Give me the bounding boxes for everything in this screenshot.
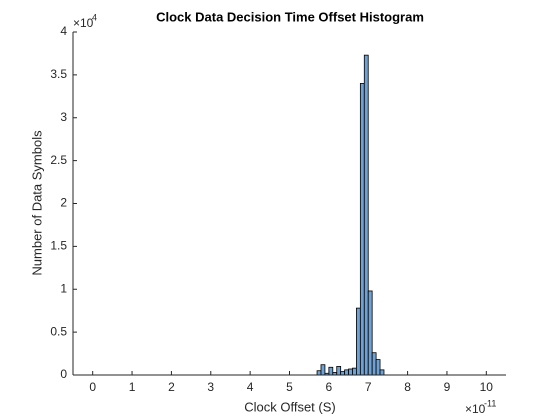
y-tick-label: 0: [60, 367, 67, 381]
bar: [379, 369, 385, 376]
bar: [371, 352, 377, 376]
y-tick-label: 3.5: [50, 67, 67, 81]
y-tick-label: 2.5: [50, 153, 67, 167]
y-exponent-power: 4: [92, 12, 97, 22]
bar: [336, 366, 342, 376]
x-tick-label: 1: [129, 380, 136, 394]
chart-title: Clock Data Decision Time Offset Histogra…: [156, 9, 424, 24]
x-axis-label: Clock Offset (S): [244, 399, 336, 414]
x-tick-label: 9: [444, 380, 451, 394]
y-tick-label: 1: [60, 281, 67, 295]
y-tick-label: 3: [60, 110, 67, 124]
x-tick-label: 10: [480, 380, 494, 394]
bar: [316, 370, 322, 376]
bar: [352, 367, 357, 376]
x-exponent-base: ×10: [465, 402, 486, 416]
x-tick-label: 8: [404, 380, 411, 394]
bar: [328, 366, 334, 376]
x-tick-label: 3: [207, 380, 214, 394]
x-tick-label: 0: [89, 380, 96, 394]
y-tick-label: 4: [60, 24, 67, 38]
y-tick-label: 1.5: [50, 239, 67, 253]
x-tick-label: 5: [286, 380, 293, 394]
x-tick-label: 4: [247, 380, 254, 394]
y-axis-label: Number of Data Symbols: [29, 130, 44, 276]
bar: [367, 290, 373, 376]
y-tick-label: 2: [60, 196, 67, 210]
x-tick-label: 7: [365, 380, 372, 394]
bar: [375, 359, 381, 376]
bar: [356, 307, 361, 376]
y-exponent-base: ×10: [73, 16, 94, 30]
bar: [320, 364, 326, 376]
x-tick-label: 6: [326, 380, 333, 394]
bar: [344, 369, 349, 376]
bar: [348, 368, 353, 376]
bar: [340, 371, 346, 376]
x-exponent-power: -11: [484, 398, 496, 408]
bar: [363, 54, 369, 376]
x-tick-label: 2: [168, 380, 175, 394]
y-tick-label: 0.5: [50, 324, 67, 338]
bar: [359, 83, 365, 376]
